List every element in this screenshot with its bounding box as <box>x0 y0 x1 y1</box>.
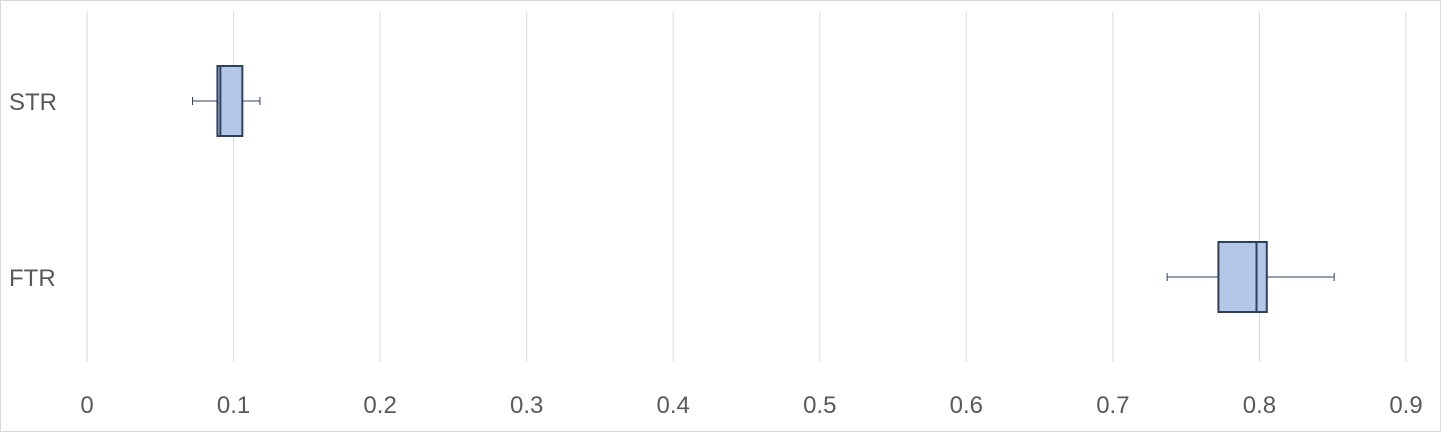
x-tick-label: 0.7 <box>1096 392 1129 419</box>
x-tick-label: 0 <box>80 392 93 419</box>
x-tick-label: 0.6 <box>950 392 983 419</box>
category-label-str: STR <box>9 89 57 116</box>
x-tick-label: 0.9 <box>1389 392 1422 419</box>
x-tick-label: 0.8 <box>1243 392 1276 419</box>
x-tick-label: 0.2 <box>363 392 396 419</box>
x-tick-label: 0.1 <box>217 392 250 419</box>
x-tick-labels: 0 0.1 0.2 0.3 0.4 0.5 0.6 0.7 0.8 0.9 <box>80 392 1422 419</box>
box-ftr <box>1166 241 1335 313</box>
iqr-box <box>1217 241 1268 313</box>
boxes <box>192 65 1335 313</box>
x-tick-label: 0.5 <box>803 392 836 419</box>
box-str <box>192 65 261 137</box>
gridlines <box>86 12 1407 362</box>
x-tick-label: 0.4 <box>657 392 690 419</box>
category-label-ftr: FTR <box>9 265 56 292</box>
category-labels: STR FTR <box>9 89 57 292</box>
iqr-box <box>216 65 244 137</box>
x-tick-label: 0.3 <box>510 392 543 419</box>
